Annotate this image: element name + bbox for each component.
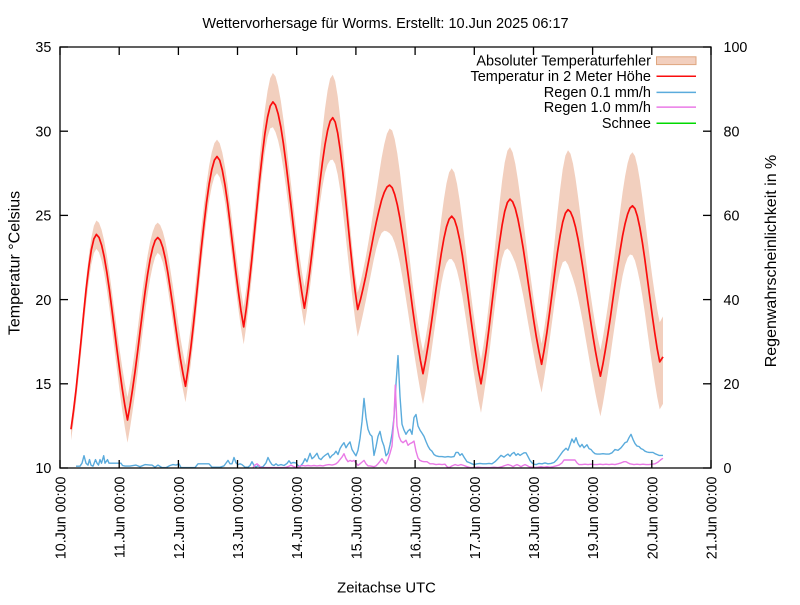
svg-text:Regenwahrscheinlichkeit in %: Regenwahrscheinlichkeit in % [763, 155, 780, 368]
svg-text:20: 20 [35, 293, 51, 309]
svg-text:Absoluter Temperaturfehler: Absoluter Temperaturfehler [476, 54, 651, 70]
svg-text:11.Jun 00:00: 11.Jun 00:00 [113, 476, 129, 558]
svg-text:20.Jun 00:00: 20.Jun 00:00 [645, 476, 661, 559]
svg-text:40: 40 [724, 293, 740, 309]
svg-text:15.Jun 00:00: 15.Jun 00:00 [349, 476, 365, 559]
svg-text:16.Jun 00:00: 16.Jun 00:00 [409, 476, 425, 559]
svg-text:60: 60 [724, 209, 740, 225]
svg-text:Zeitachse UTC: Zeitachse UTC [337, 581, 436, 597]
svg-text:Schnee: Schnee [602, 116, 651, 132]
svg-text:21.Jun 00:00: 21.Jun 00:00 [705, 476, 721, 559]
svg-text:13.Jun 00:00: 13.Jun 00:00 [231, 476, 247, 559]
svg-text:18.Jun 00:00: 18.Jun 00:00 [527, 476, 543, 559]
svg-text:17.Jun 00:00: 17.Jun 00:00 [468, 476, 484, 559]
svg-text:10.Jun 00:00: 10.Jun 00:00 [54, 476, 70, 559]
svg-text:35: 35 [35, 40, 51, 56]
svg-text:Wettervorhersage für Worms. Er: Wettervorhersage für Worms. Erstellt: 10… [202, 16, 568, 32]
svg-text:Temperatur in 2 Meter Höhe: Temperatur in 2 Meter Höhe [470, 69, 651, 85]
svg-text:Regen 1.0 mm/h: Regen 1.0 mm/h [544, 100, 651, 116]
svg-text:Temperatur °Celsius: Temperatur °Celsius [7, 191, 24, 335]
svg-text:80: 80 [724, 124, 740, 140]
svg-text:30: 30 [35, 124, 51, 140]
svg-text:25: 25 [35, 209, 51, 225]
svg-text:100: 100 [724, 40, 748, 56]
svg-text:19.Jun 00:00: 19.Jun 00:00 [586, 476, 602, 559]
svg-text:15: 15 [35, 377, 51, 393]
svg-text:12.Jun 00:00: 12.Jun 00:00 [172, 476, 188, 559]
svg-text:Regen 0.1 mm/h: Regen 0.1 mm/h [544, 85, 651, 101]
svg-text:20: 20 [724, 377, 740, 393]
svg-text:10: 10 [35, 461, 51, 477]
svg-text:14.Jun 00:00: 14.Jun 00:00 [290, 476, 306, 559]
svg-text:0: 0 [724, 461, 732, 477]
